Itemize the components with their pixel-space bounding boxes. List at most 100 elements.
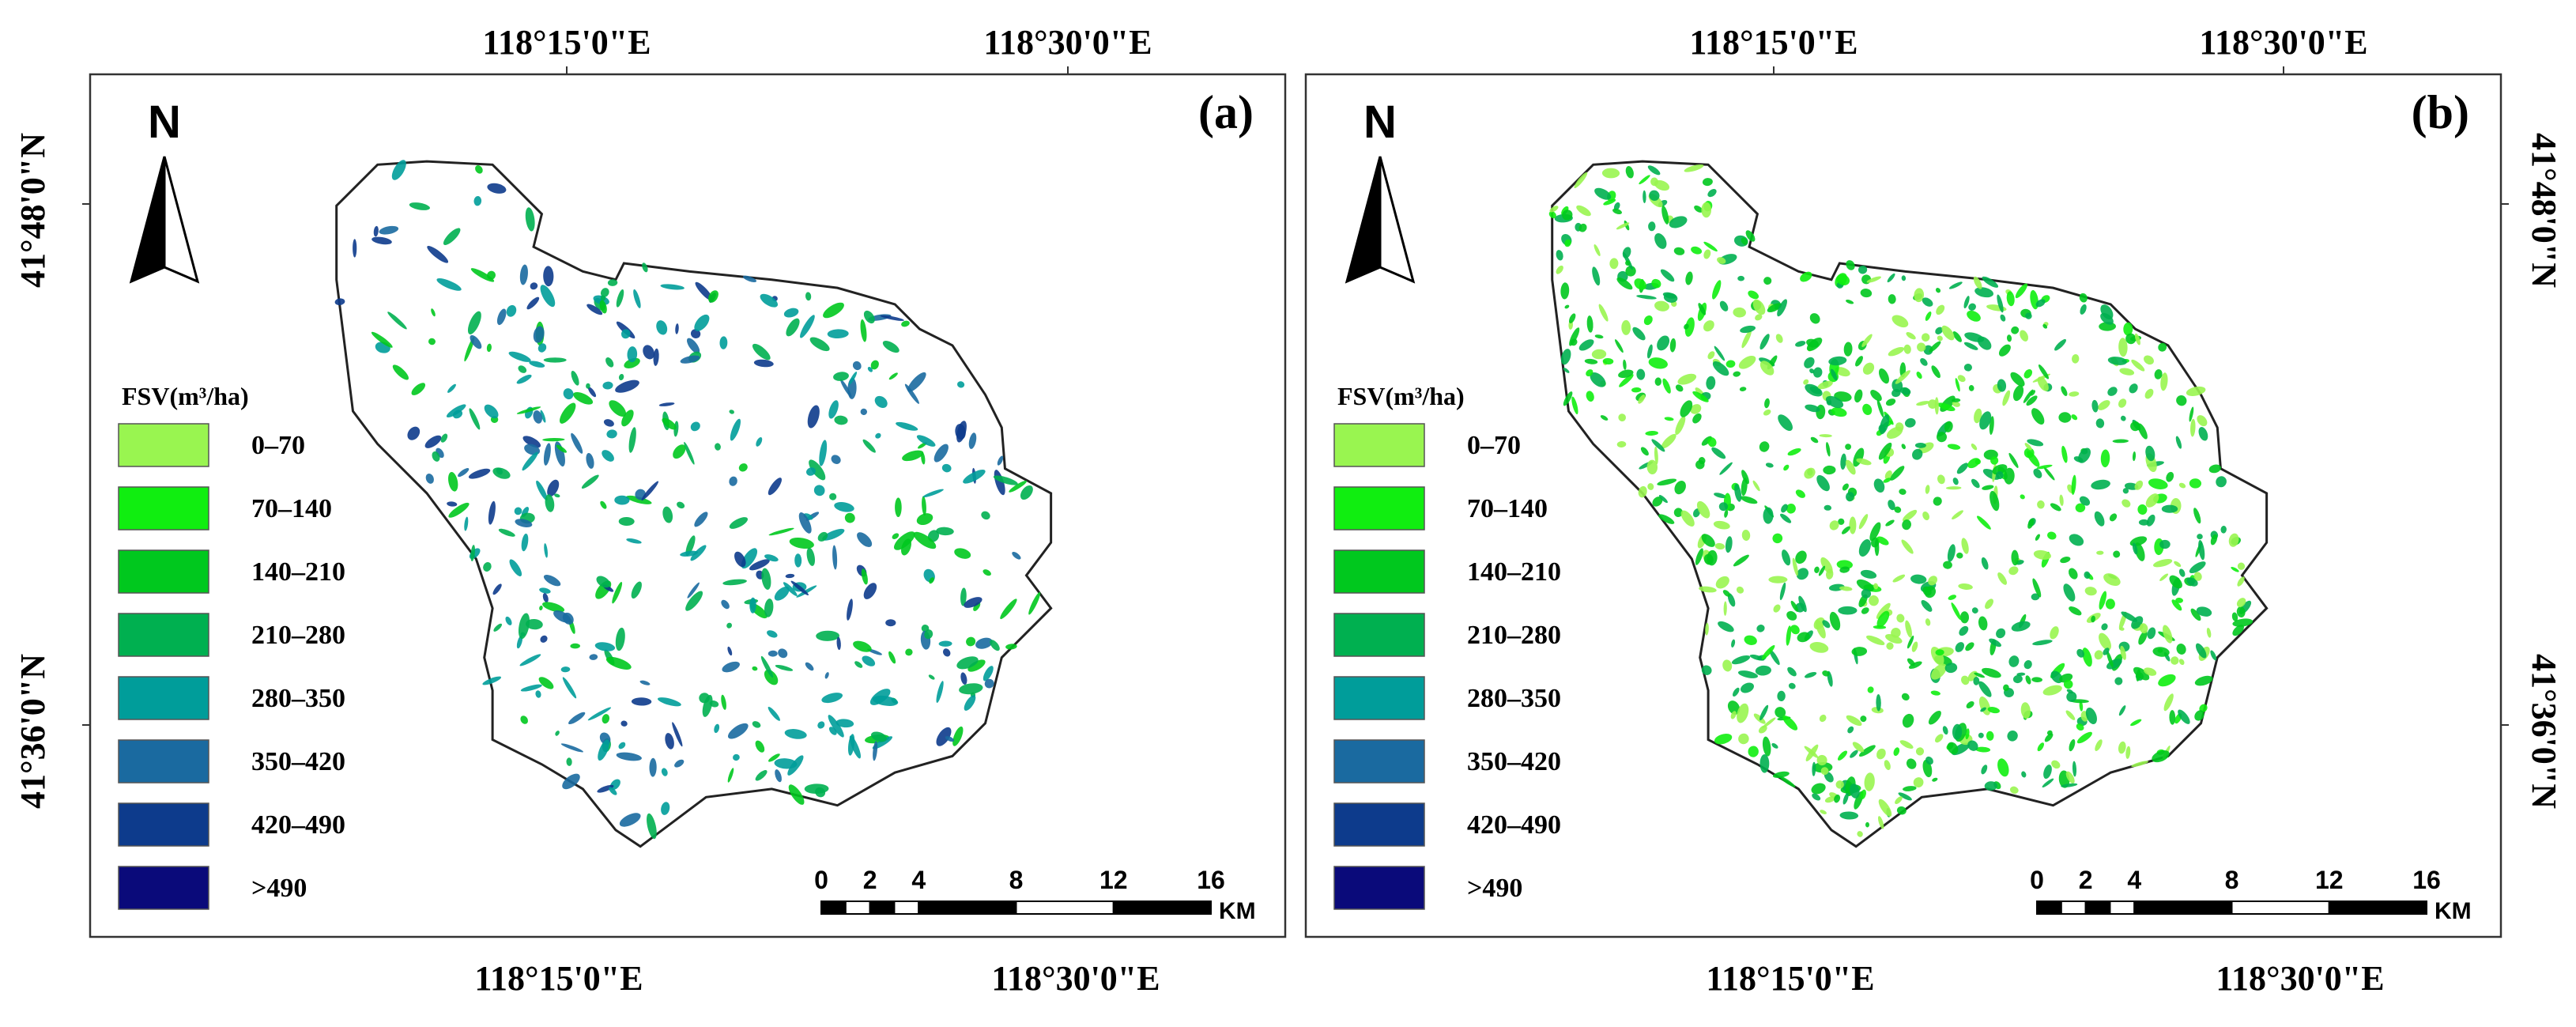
- forest-patch: [1933, 497, 1942, 506]
- forest-patch: [1997, 379, 2007, 392]
- forest-patch: [1570, 338, 1578, 346]
- forest-patch: [1935, 649, 1944, 656]
- forest-patch: [1574, 172, 1588, 189]
- legend-title: FSV(m³/ha): [1337, 382, 1465, 410]
- forest-patch: [563, 388, 574, 400]
- forest-patch: [2069, 391, 2080, 397]
- forest-patch: [1738, 733, 1749, 745]
- forest-patch: [1674, 481, 1686, 495]
- forest-patch: [1982, 468, 2000, 480]
- forest-patch: [1684, 164, 1704, 172]
- forest-patch: [1692, 413, 1702, 424]
- forest-patch: [1922, 297, 1933, 307]
- forest-patch: [2119, 368, 2135, 376]
- forest-patch: [2069, 606, 2082, 616]
- legend-swatch: [1333, 549, 1425, 594]
- forest-patch: [1896, 614, 1905, 623]
- forest-patch: [1818, 565, 1826, 576]
- forest-patch: [612, 582, 623, 604]
- forest-patch: [2122, 488, 2129, 494]
- forest-patch: [2101, 623, 2108, 631]
- forest-patch: [1646, 344, 1653, 359]
- forest-patch: [964, 695, 976, 711]
- forest-patch: [1763, 410, 1771, 416]
- forest-patch: [1952, 723, 1963, 740]
- forest-patch: [1928, 576, 1937, 586]
- forest-patch: [1987, 707, 2000, 714]
- forest-patch: [1824, 504, 1832, 511]
- forest-patch: [1755, 665, 1771, 676]
- forest-patch: [639, 680, 651, 685]
- forest-patch: [1937, 432, 1947, 443]
- forest-patch: [1731, 655, 1751, 665]
- forest-patch: [2065, 771, 2075, 783]
- forest-patch: [1028, 591, 1041, 615]
- forest-patch: [1978, 616, 1988, 631]
- forest-patch: [603, 419, 614, 427]
- forest-patch: [1786, 625, 1791, 646]
- forest-patch: [1733, 307, 1746, 318]
- forest-patch: [1843, 342, 1853, 357]
- forest-patch: [1890, 466, 1905, 481]
- forest-patch: [2196, 606, 2212, 617]
- forest-patch: [2012, 385, 2024, 402]
- forest-patch: [1899, 740, 1914, 749]
- map-panel: (a)NFSV(m³/ha)0–7070–140140–210210–28028…: [89, 73, 1287, 938]
- forest-patch: [916, 435, 936, 447]
- forest-patch: [2198, 540, 2205, 561]
- forest-patch: [835, 719, 854, 728]
- forest-patch: [1737, 703, 1749, 723]
- forest-patch: [586, 304, 603, 315]
- forest-patch: [796, 585, 817, 598]
- forest-patch: [1873, 583, 1879, 590]
- forest-patch: [774, 758, 798, 769]
- forest-patch: [1828, 356, 1847, 366]
- forest-patch: [2232, 618, 2254, 627]
- forest-patch: [1979, 411, 1992, 430]
- forest-patch: [1782, 549, 1791, 566]
- forest-patch: [1619, 374, 1634, 387]
- forest-patch: [2123, 322, 2133, 336]
- scale-segment: [869, 901, 896, 915]
- forest-patch: [540, 410, 546, 423]
- forest-patch: [647, 813, 657, 840]
- forest-patch: [1654, 377, 1662, 386]
- forest-patch: [1878, 799, 1892, 817]
- forest-patch: [1922, 512, 1930, 520]
- forest-patch: [1937, 402, 1956, 412]
- forest-patch: [2050, 626, 2059, 640]
- forest-patch: [2024, 443, 2032, 451]
- forest-patch: [922, 496, 926, 516]
- forest-patch: [2139, 623, 2148, 634]
- forest-patch: [2009, 786, 2019, 794]
- forest-patch: [1781, 504, 1788, 513]
- forest-patch: [2051, 760, 2061, 769]
- forest-patch: [1996, 471, 2004, 479]
- forest-patch: [586, 452, 594, 469]
- forest-patch: [1901, 444, 1907, 450]
- forest-patch: [955, 424, 966, 440]
- forest-patch: [2007, 730, 2018, 742]
- forest-patch: [1772, 533, 1783, 544]
- forest-patch: [928, 674, 935, 680]
- forest-patch: [817, 531, 828, 542]
- forest-patch: [600, 500, 607, 509]
- forest-patch: [2042, 323, 2048, 329]
- forest-patch: [1640, 447, 1649, 456]
- forest-patch: [626, 495, 652, 504]
- forest-patch: [1716, 257, 1726, 264]
- forest-patch: [1845, 459, 1856, 475]
- forest-patch: [1769, 649, 1780, 666]
- forest-patch: [755, 740, 765, 753]
- forest-patch: [562, 677, 577, 699]
- forest-patch: [1777, 690, 1786, 701]
- forest-patch: [1951, 398, 1961, 402]
- forest-patch: [2166, 471, 2174, 482]
- longitude-label-top: 118°15'0"E: [1689, 23, 1858, 62]
- forest-patch: [609, 787, 617, 795]
- forest-patch: [1885, 519, 1895, 527]
- forest-patch: [1715, 576, 1729, 589]
- forest-patch: [1680, 400, 1693, 417]
- forest-patch: [487, 183, 507, 194]
- forest-patch: [1921, 599, 1933, 612]
